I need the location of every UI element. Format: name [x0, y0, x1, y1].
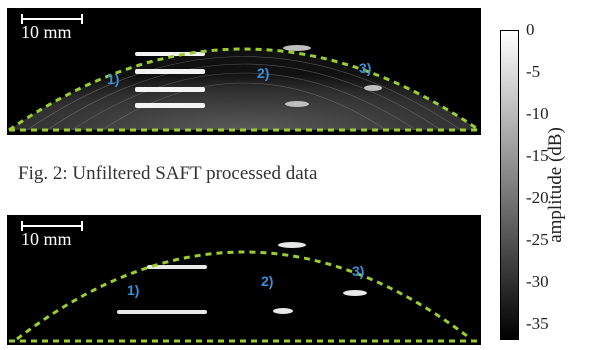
region-label-2: 2): [261, 273, 274, 289]
colorbar: [500, 30, 519, 340]
region-label-3: 3): [352, 263, 365, 279]
scale-bar-label: 10 mm: [21, 22, 72, 42]
scale-bar-label: 10 mm: [21, 229, 72, 249]
colorbar-tick: -35: [526, 314, 549, 333]
filtered-image-panel: 10 mm 1) 2) 3): [7, 215, 481, 345]
scale-bar: [21, 14, 83, 24]
scale-bar: [21, 221, 83, 231]
colorbar-tick: -15: [526, 146, 549, 165]
region-label-1: 1): [127, 282, 140, 298]
figure-caption: Fig. 2: Unfiltered SAFT processed data: [18, 163, 318, 184]
colorbar-tick: -30: [526, 272, 549, 291]
unfiltered-image-panel: 10 mm 1) 2) 3): [7, 8, 481, 135]
region-label-2: 2): [257, 65, 270, 81]
colorbar-tick: -10: [526, 104, 549, 123]
region-label-1: 1): [107, 71, 120, 87]
colorbar-tick: -20: [526, 188, 549, 207]
filtered-image: [9, 242, 479, 343]
unfiltered-image: [8, 45, 480, 132]
colorbar-tick: -25: [526, 230, 549, 249]
colorbar-label: amplitude (dB): [545, 127, 566, 243]
colorbar-tick: -5: [526, 62, 541, 81]
region-label-3: 3): [359, 60, 372, 76]
colorbar-tick: 0: [526, 20, 535, 39]
